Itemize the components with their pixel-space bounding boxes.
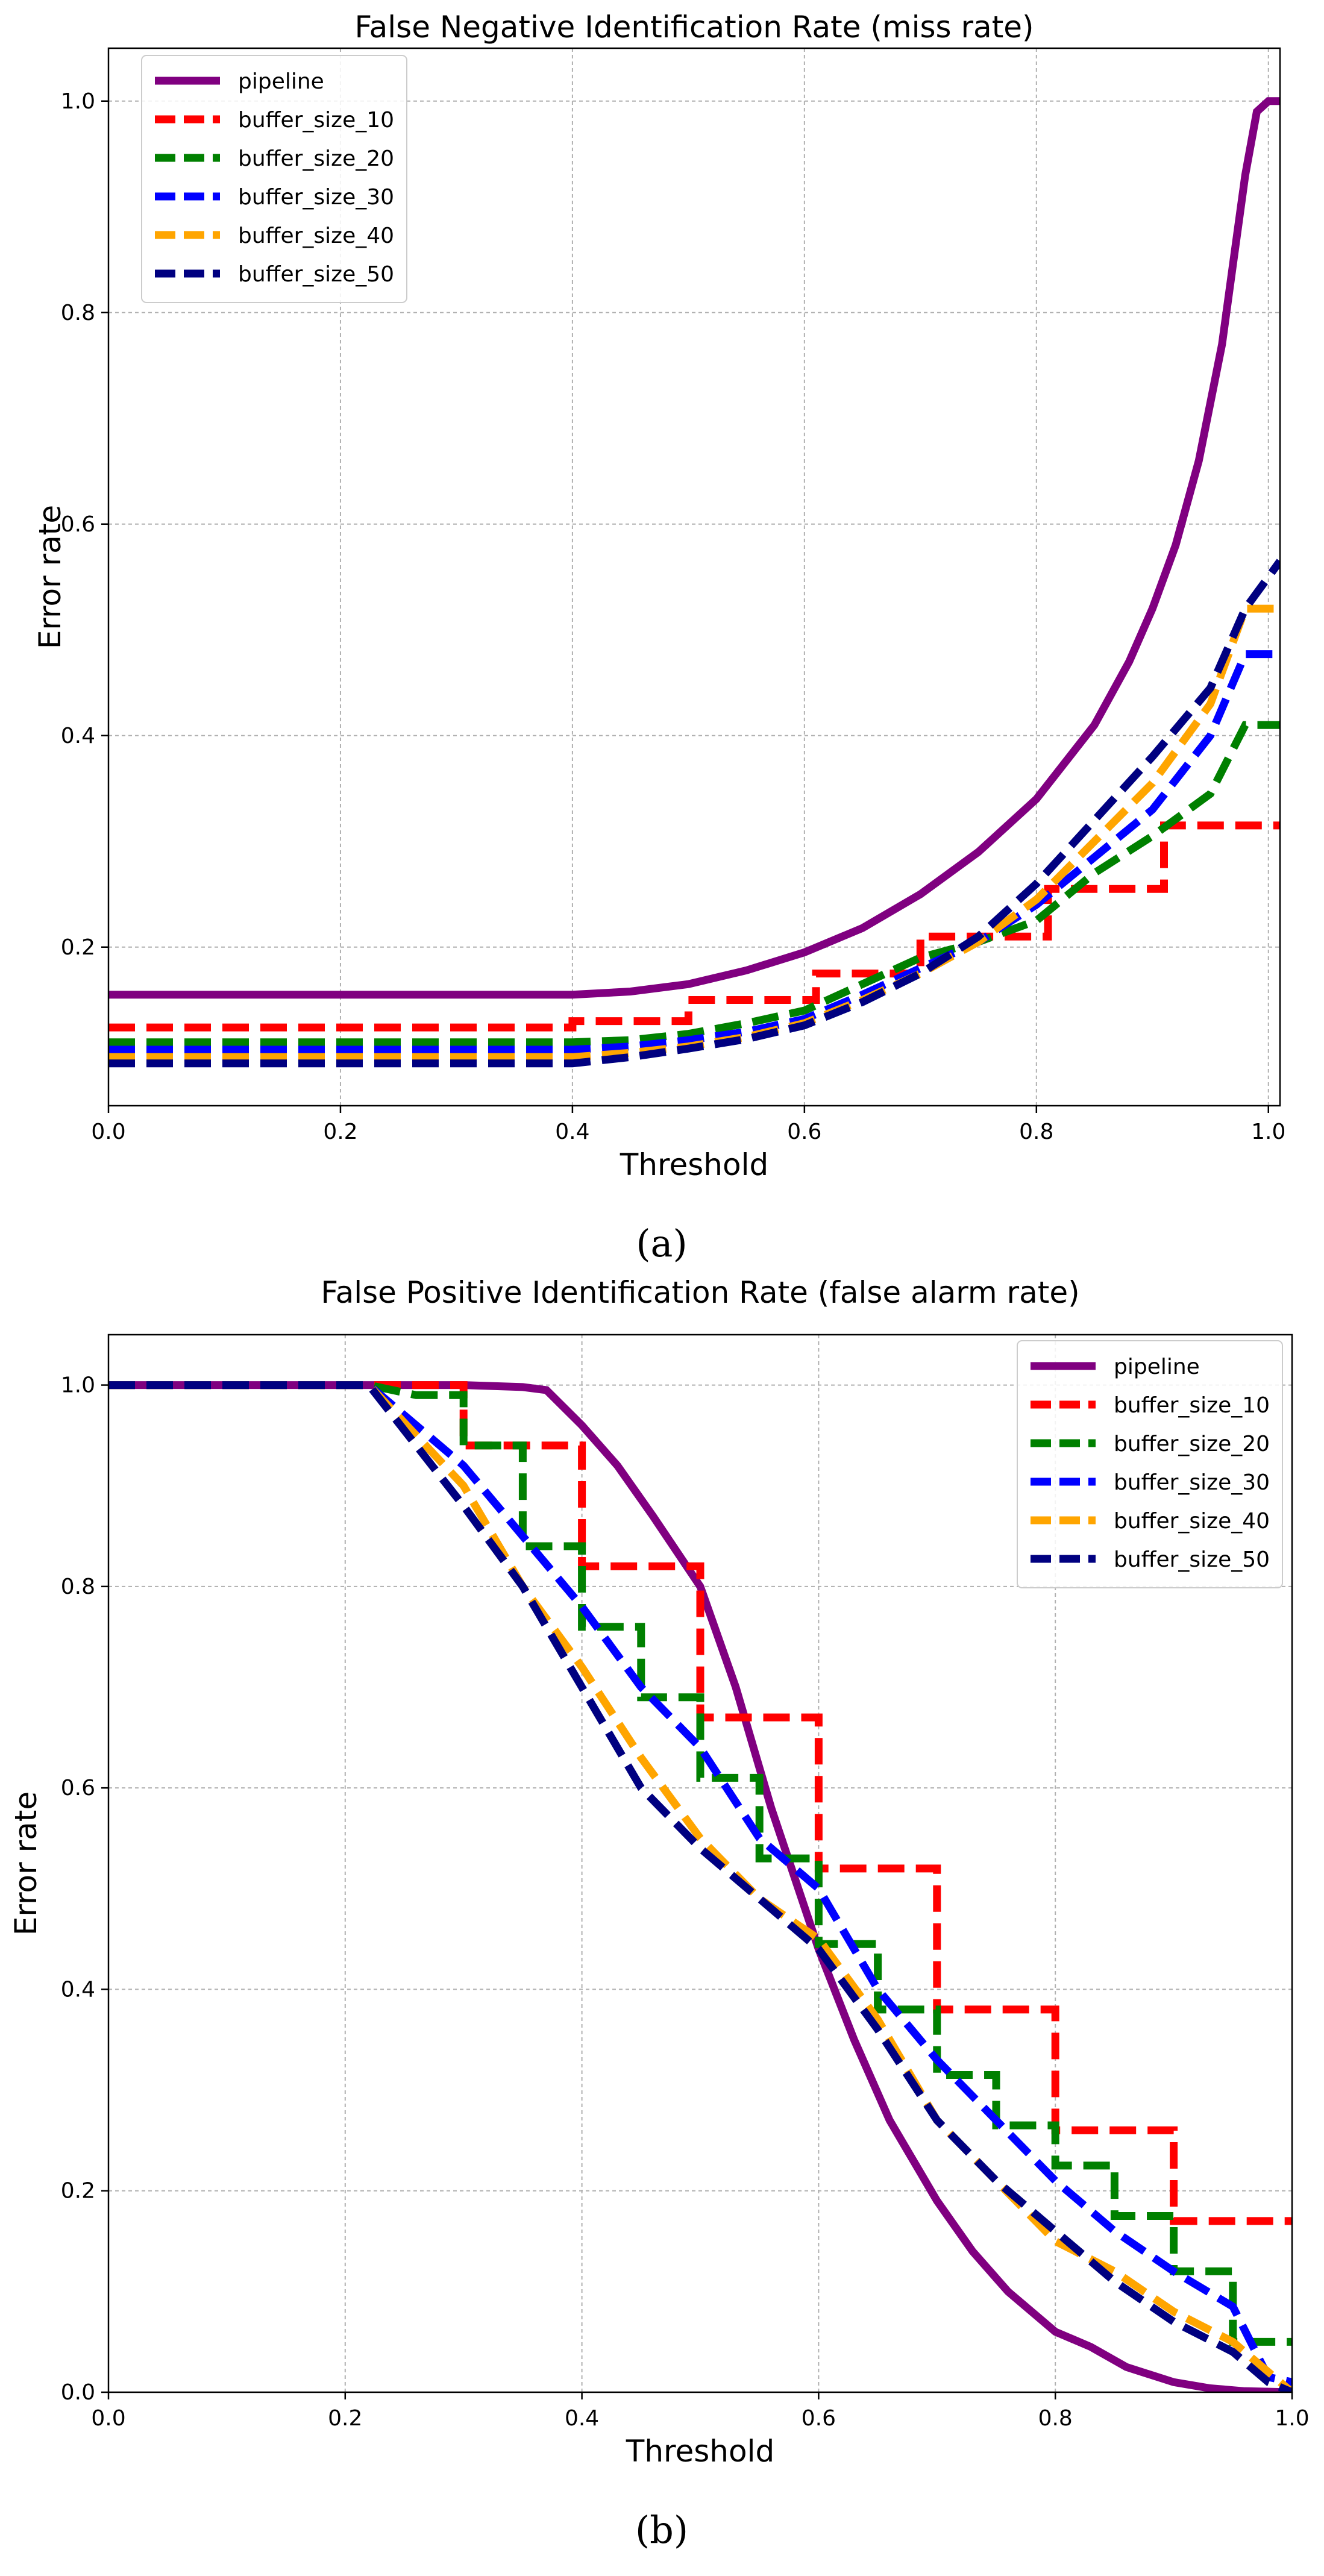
series-group bbox=[108, 1381, 1292, 2392]
legend-label: buffer_size_40 bbox=[1114, 1509, 1270, 1534]
series-line-buffer-size-20 bbox=[108, 1381, 1292, 2346]
series-line-buffer-size-50 bbox=[108, 1381, 1292, 2392]
x-axis-label: Threshold bbox=[620, 1147, 768, 1182]
series-line-buffer-size-50 bbox=[108, 559, 1280, 1068]
legend-label: buffer_size_30 bbox=[1114, 1470, 1270, 1495]
x-tick-label: 0.2 bbox=[328, 2406, 362, 2431]
x-tick-label: 0.0 bbox=[91, 2406, 125, 2431]
y-tick-label: 1.0 bbox=[61, 89, 95, 114]
legend: pipeline buffer_size_10 buffer_size_20buff… bbox=[1017, 1340, 1283, 1588]
legend-box bbox=[1017, 1340, 1283, 1588]
series-line-buffer-size-20 bbox=[108, 721, 1280, 1047]
y-tick-label: 0.0 bbox=[61, 2380, 95, 2405]
y-tick-label: 1.0 bbox=[61, 1373, 95, 1398]
y-tick-label: 0.6 bbox=[61, 512, 95, 537]
chart-panel-b: 0.0 0.2 0.4 0.6 0.8 1.0 0.0 0.2 0.4 0.6 0.8 1.0 Fals… bbox=[8, 1275, 1310, 2552]
x-tick-label: 0.4 bbox=[565, 2406, 599, 2431]
panel-label: (b) bbox=[635, 2508, 688, 2552]
legend-label: pipeline bbox=[238, 69, 324, 94]
chart-title: False Negative Identification Rate (miss… bbox=[354, 10, 1034, 45]
x-tick-label: 1.0 bbox=[1275, 2406, 1309, 2431]
legend-label: buffer_size_10 bbox=[238, 108, 394, 133]
chart-panel-a: 0.0 0.2 0.4 0.6 0.8 1.0 0.2 0.4 0.6 0.8 1.0 False N… bbox=[33, 10, 1285, 1265]
series-line-buffer-size-30 bbox=[108, 1381, 1292, 2386]
legend-label: buffer_size_10 bbox=[1114, 1393, 1270, 1418]
series-line-buffer-size-30 bbox=[108, 650, 1280, 1054]
legend-label: buffer_size_20 bbox=[238, 146, 394, 171]
plot-frame bbox=[107, 47, 1281, 1107]
legend-label: buffer_size_50 bbox=[1114, 1547, 1270, 1572]
x-tick-label: 0.8 bbox=[1019, 1120, 1053, 1144]
y-tick-label: 0.4 bbox=[61, 724, 95, 748]
y-tick-label: 0.2 bbox=[61, 2179, 95, 2204]
y-tick-label: 0.2 bbox=[61, 935, 95, 960]
plot-frame bbox=[107, 1333, 1293, 2393]
legend-label: buffer_size_20 bbox=[1114, 1432, 1270, 1456]
legend-label: buffer_size_40 bbox=[238, 224, 394, 248]
series-line-pipeline bbox=[108, 1381, 1292, 2392]
x-tick-label: 0.6 bbox=[787, 1120, 821, 1144]
x-tick-label: 0.8 bbox=[1038, 2406, 1073, 2431]
series-group bbox=[108, 97, 1280, 1068]
legend-label: buffer_size_50 bbox=[238, 262, 394, 287]
legend-label: pipeline bbox=[1114, 1355, 1200, 1379]
chart-title: False Positive Identification Rate (fals… bbox=[321, 1275, 1079, 1310]
legend: pipeline buffer_size_10 buffer_size_20buff… bbox=[141, 55, 407, 303]
y-tick-label: 0.8 bbox=[61, 301, 95, 325]
series-line-pipeline bbox=[108, 97, 1280, 999]
x-tick-label: 0.6 bbox=[802, 2406, 836, 2431]
y-tick-label: 0.6 bbox=[61, 1776, 95, 1800]
legend-label: buffer_size_30 bbox=[238, 185, 394, 210]
legend-box bbox=[141, 55, 407, 303]
x-tick-label: 0.0 bbox=[91, 1120, 125, 1144]
y-axis-label: Error rate bbox=[8, 1791, 43, 1935]
x-tick-label: 1.0 bbox=[1251, 1120, 1285, 1144]
y-axis-label: Error rate bbox=[33, 505, 67, 649]
series-line-buffer-size-10 bbox=[108, 821, 1280, 1032]
x-tick-label: 0.4 bbox=[555, 1120, 589, 1144]
y-tick-label: 0.4 bbox=[61, 1977, 95, 2002]
x-tick-label: 0.2 bbox=[323, 1120, 357, 1144]
y-tick-label: 0.8 bbox=[61, 1575, 95, 1599]
panel-label: (a) bbox=[636, 1221, 687, 1265]
x-axis-label: Threshold bbox=[626, 2434, 774, 2469]
